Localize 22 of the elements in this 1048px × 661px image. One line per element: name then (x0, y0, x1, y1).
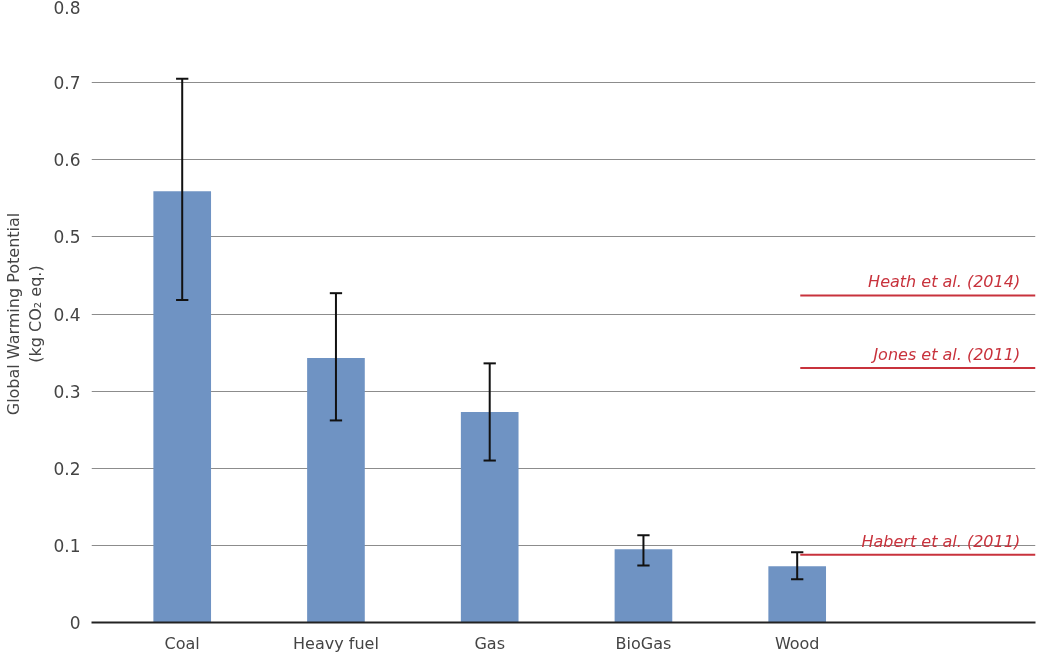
y-tick-label: 0 (69, 613, 81, 633)
bar (460, 411, 519, 623)
y-tick-label: 0.3 (53, 381, 81, 402)
y-axis-title: Global Warming Potential (kg CO₂ eq.) (3, 212, 46, 416)
y-tick-label: 0.5 (53, 227, 81, 248)
x-tick-label: Coal (164, 633, 200, 653)
x-tick-label: BioGas (615, 633, 672, 653)
bar (307, 357, 365, 623)
bar (768, 566, 827, 623)
y-tick-label: 0.7 (53, 73, 81, 94)
y-tick-label: 0.2 (53, 458, 81, 479)
x-tick-label: Gas (474, 633, 505, 653)
x-tick-label: Heavy fuel (293, 633, 379, 653)
x-tick-label: Wood (774, 633, 820, 653)
bar (153, 191, 212, 623)
y-tick-label: 0.1 (53, 535, 81, 556)
bar (614, 549, 673, 623)
y-tick-label: 0.8 (53, 0, 81, 18)
y-tick-label: 0.6 (53, 150, 81, 171)
ref-line-label: Heath et al. (2014) (868, 272, 1021, 292)
y-tick-label: 0.4 (53, 304, 81, 325)
ref-line-label: Jones et al. (2011) (870, 344, 1021, 364)
